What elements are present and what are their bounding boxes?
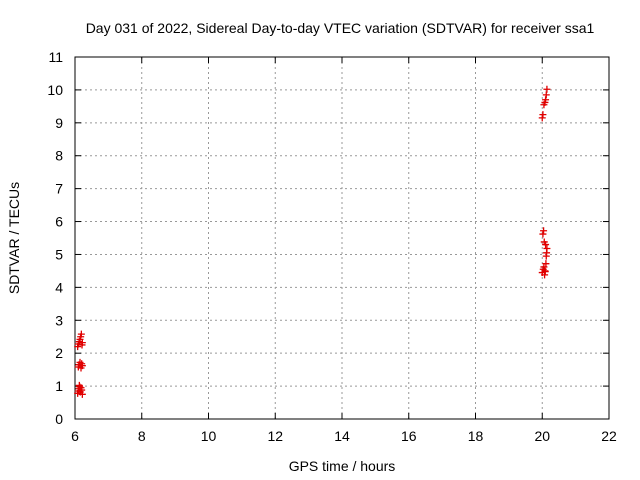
data-point — [75, 381, 83, 389]
x-tick-label: 6 — [71, 428, 79, 444]
y-tick-label: 6 — [55, 214, 63, 230]
y-tick-labels: 0 1 2 3 4 5 6 7 8 9 10 11 — [47, 49, 63, 427]
y-tick-label: 7 — [55, 181, 63, 197]
y-axis-label: SDTVAR / TECUs — [6, 182, 22, 294]
data-point — [78, 390, 86, 398]
data-point — [77, 330, 85, 338]
x-tick-label: 10 — [201, 428, 217, 444]
y-tick-label: 1 — [55, 378, 63, 394]
y-tick-label: 10 — [47, 82, 63, 98]
data-point — [542, 96, 550, 104]
data-point — [540, 227, 548, 235]
data-point — [539, 230, 547, 238]
data-point — [542, 91, 550, 99]
x-tick-labels: 6 8 10 12 14 16 18 20 22 — [71, 428, 617, 444]
data-point — [543, 85, 551, 93]
x-axis-label: GPS time / hours — [289, 458, 396, 474]
y-tick-label: 5 — [55, 246, 63, 262]
y-tick-label: 11 — [48, 49, 63, 65]
y-tick-label: 8 — [55, 148, 63, 164]
data-point — [543, 245, 551, 253]
y-tick-label: 4 — [55, 279, 63, 295]
data-point — [538, 114, 546, 122]
y-tick-label: 0 — [55, 411, 63, 427]
grid-lines — [75, 57, 609, 419]
x-tick-label: 18 — [468, 428, 484, 444]
data-point — [78, 362, 86, 370]
y-tick-label: 2 — [55, 345, 63, 361]
data-point — [541, 267, 549, 275]
axis-ticks — [74, 56, 610, 420]
x-tick-label: 20 — [534, 428, 550, 444]
data-points — [74, 85, 551, 398]
data-point — [78, 339, 86, 347]
data-point — [78, 386, 86, 394]
x-tick-label: 12 — [267, 428, 283, 444]
x-tick-label: 14 — [334, 428, 350, 444]
data-point — [542, 260, 550, 268]
y-tick-label: 3 — [55, 312, 63, 328]
data-point — [540, 238, 548, 246]
x-tick-label: 8 — [138, 428, 146, 444]
x-tick-label: 22 — [601, 428, 617, 444]
chart-title: Day 031 of 2022, Sidereal Day-to-day VTE… — [86, 20, 595, 36]
x-tick-label: 16 — [401, 428, 417, 444]
y-tick-label: 9 — [55, 115, 63, 131]
data-point — [539, 111, 547, 119]
